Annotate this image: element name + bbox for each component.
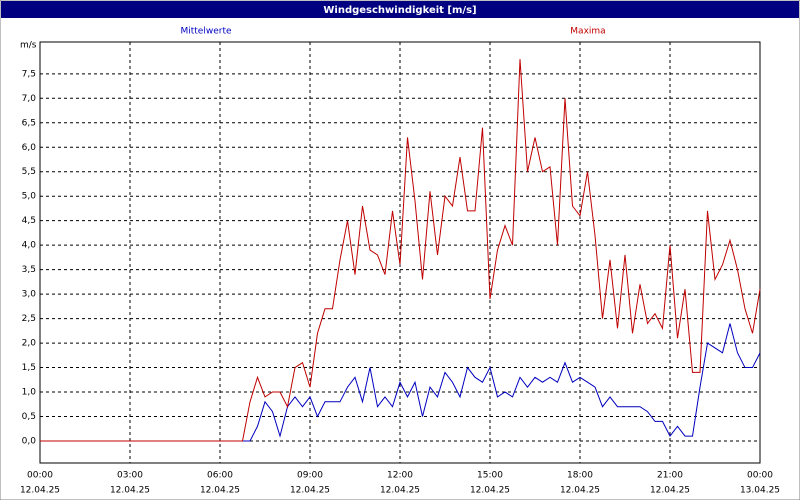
y-tick-label: 1,5 <box>22 363 36 373</box>
y-tick-label: 2,5 <box>22 314 36 324</box>
y-tick-label: 4,5 <box>22 216 36 226</box>
y-tick-label: 3,5 <box>22 265 36 275</box>
y-tick-label: 1,0 <box>22 388 37 398</box>
x-tick-date: 12.04.25 <box>290 486 330 496</box>
y-tick-label: 4,0 <box>22 241 37 251</box>
x-tick-label: 18:00 <box>567 471 593 481</box>
x-tick-label: 00:00 <box>27 471 53 481</box>
legend-label: Mittelwerte <box>180 27 231 37</box>
x-tick-date: 12.04.25 <box>110 486 150 496</box>
y-unit: m/s <box>20 41 37 51</box>
x-tick-date: 12.04.25 <box>20 486 60 496</box>
x-tick-label: 12:00 <box>387 471 413 481</box>
y-tick-label: 3,0 <box>22 290 37 300</box>
y-tick-label: 7,5 <box>22 69 36 79</box>
x-tick-date: 12.04.25 <box>650 486 690 496</box>
x-tick-label: 15:00 <box>477 471 503 481</box>
y-tick-label: 0,5 <box>22 412 36 422</box>
plot-frame <box>39 41 761 464</box>
series-line <box>40 323 761 442</box>
x-tick-date: 13.04.25 <box>740 486 780 496</box>
chart-title: Windgeschwindigkeit [m/s] <box>323 5 476 16</box>
x-tick-label: 09:00 <box>297 471 323 481</box>
y-tick-label: 2,0 <box>22 339 37 349</box>
legend-label: Maxima <box>570 27 605 37</box>
y-tick-label: 6,5 <box>22 118 36 128</box>
series-line <box>40 59 761 442</box>
x-tick-date: 12.04.25 <box>380 486 420 496</box>
y-tick-label: 0,0 <box>22 436 37 446</box>
y-tick-label: 7,0 <box>22 94 37 104</box>
x-tick-label: 03:00 <box>117 471 143 481</box>
title-bar <box>1 1 799 18</box>
y-tick-label: 6,0 <box>22 143 37 153</box>
y-tick-label: 5,0 <box>22 192 37 202</box>
y-tick-label: 5,5 <box>22 167 36 177</box>
x-tick-date: 12.04.25 <box>200 486 240 496</box>
x-tick-label: 00:00 <box>747 471 773 481</box>
x-tick-label: 21:00 <box>657 471 683 481</box>
x-tick-date: 12.04.25 <box>560 486 600 496</box>
x-tick-label: 06:00 <box>207 471 233 481</box>
x-tick-date: 12.04.25 <box>470 486 510 496</box>
